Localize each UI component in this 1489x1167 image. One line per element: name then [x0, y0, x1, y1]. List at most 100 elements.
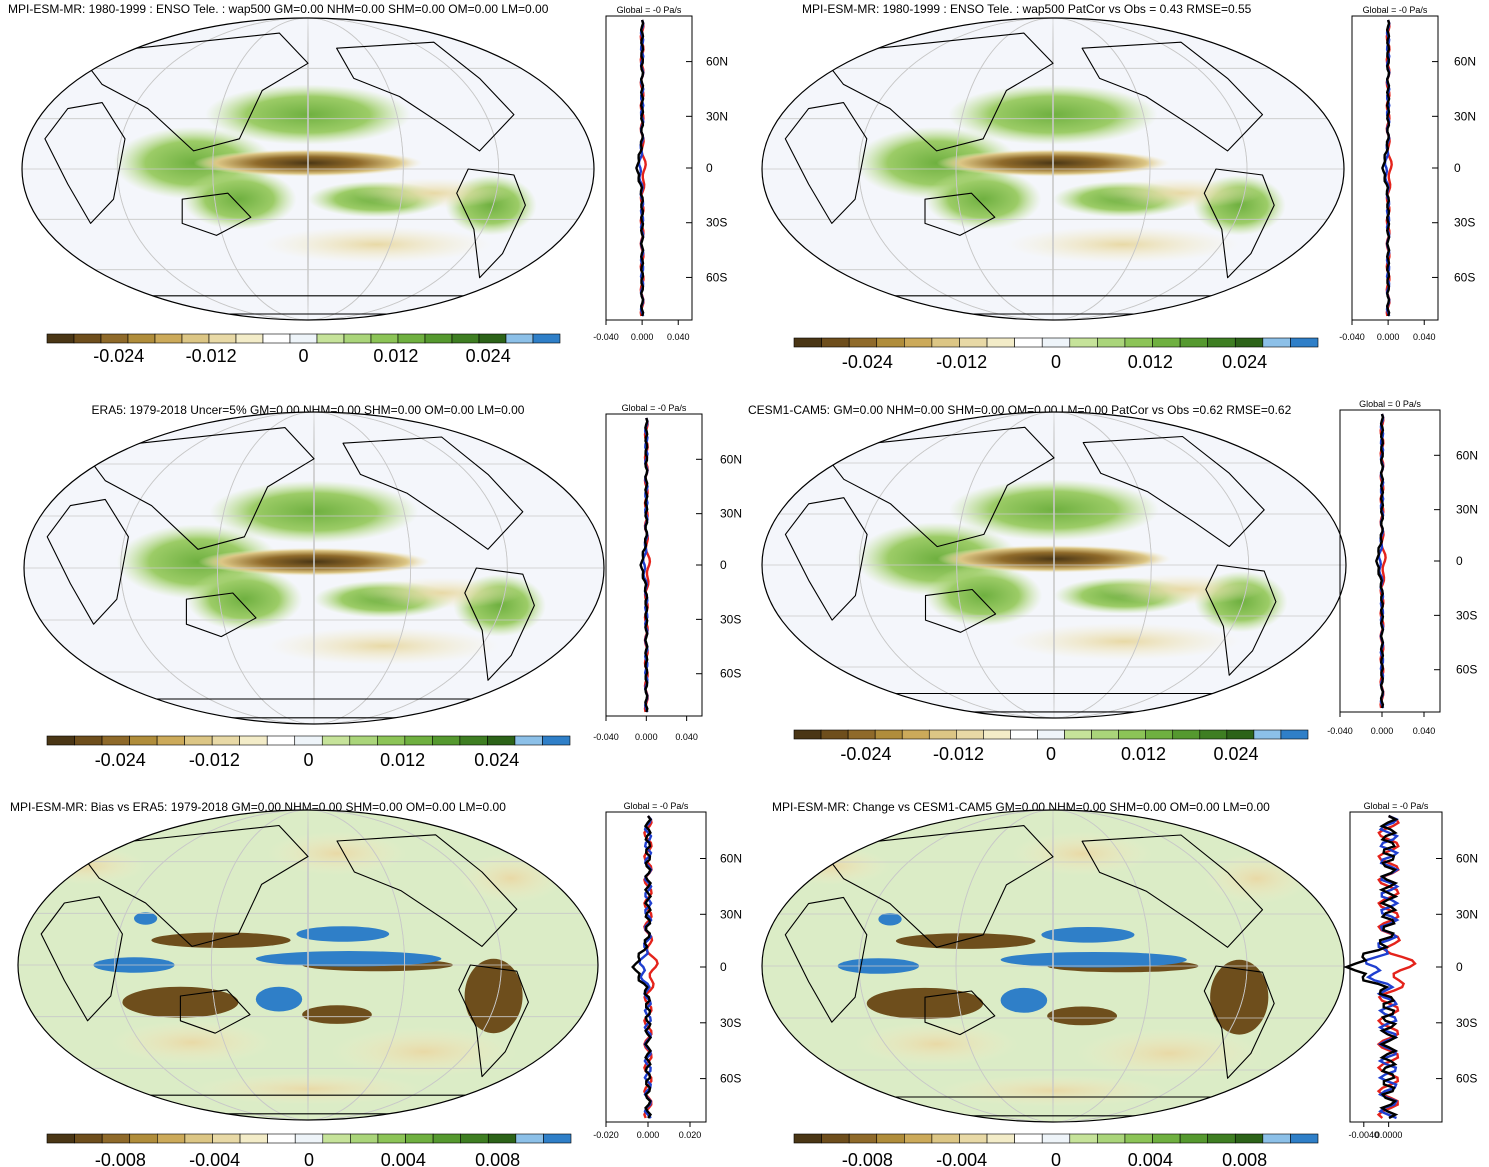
world-map	[761, 411, 1347, 719]
profile-frame	[1349, 811, 1443, 1123]
negative-anomaly-tongue	[198, 547, 430, 576]
colorbar-swatch	[1118, 729, 1146, 740]
colorbar-label: -0.008	[95, 1150, 146, 1167]
colorbar-swatch	[101, 1133, 131, 1144]
colorbar-swatch	[1152, 1133, 1181, 1144]
negative-bias-patch	[464, 958, 523, 1034]
colorbar-label: -0.024	[842, 352, 893, 372]
profile-x-label: -0.040	[593, 332, 619, 342]
tan-patch	[331, 1027, 517, 1077]
panel-title: MPI-ESM-MR: Bias vs ERA5: 1979-2018 GM=0…	[10, 800, 506, 814]
colorbar-label: 0.012	[380, 750, 425, 770]
colorbar-swatch	[46, 1133, 75, 1144]
colorbar-swatch	[931, 337, 960, 348]
longitude-gridline	[1053, 412, 1055, 718]
colorbar-swatch	[1234, 1133, 1264, 1144]
positive-bias-patch	[134, 912, 158, 925]
colorbar-label: -0.024	[93, 346, 144, 366]
tan-patch	[360, 577, 523, 609]
longitude-gridline	[210, 810, 406, 1120]
colorbar-label: 0.008	[475, 1150, 520, 1167]
lat-label: 30N	[1454, 109, 1476, 123]
continent-outline	[924, 990, 996, 1036]
continent-outline	[924, 588, 997, 633]
colorbar-swatch	[1280, 729, 1309, 740]
negative-anomaly-tongue	[936, 149, 1170, 177]
colorbar-swatch	[986, 1133, 1015, 1144]
continent-outline	[342, 436, 524, 550]
negative-bias-patch	[1210, 959, 1269, 1035]
colorbar-label: -0.024	[840, 744, 891, 764]
longitude-gridline	[313, 412, 315, 724]
colorbar-swatch	[901, 729, 930, 740]
longitude-gridline	[955, 18, 1151, 320]
colorbar-swatch	[432, 1133, 461, 1144]
colorbar-swatch	[532, 333, 561, 344]
tan-patch	[29, 847, 146, 885]
continent-outline	[819, 32, 1054, 152]
continent-outline	[784, 102, 868, 224]
colorbar-swatch	[397, 333, 426, 344]
longitude-gridline	[858, 18, 1248, 320]
black-profile-line	[631, 815, 653, 1119]
colorbar-swatch	[876, 1133, 905, 1144]
colorbar-swatch	[956, 729, 984, 740]
world-map	[23, 411, 605, 725]
colorbar-swatch	[350, 1133, 379, 1144]
colorbar-swatch	[405, 1133, 434, 1144]
continent-outline	[44, 102, 126, 224]
colorbar-swatch	[73, 333, 102, 344]
continent-outline	[464, 567, 535, 681]
profile-frame	[1351, 15, 1439, 321]
colorbar-swatch	[154, 333, 183, 344]
zonal-profile: Global = -0 Pa/s 60N 30N 0 30S 60S -0.040 0.000…	[593, 403, 742, 742]
negative-anomaly-tongue	[193, 149, 423, 177]
colorbar-swatch	[1124, 1133, 1153, 1144]
red-profile-line	[643, 815, 659, 1119]
continent-outline	[336, 834, 518, 947]
colorbar-swatch	[181, 333, 210, 344]
colorbar-swatch	[127, 333, 156, 344]
map-field	[24, 412, 604, 724]
map-border	[17, 809, 599, 1121]
colorbar-label: 0	[303, 750, 313, 770]
colorbar-swatch	[157, 1133, 186, 1144]
colorbar-swatch	[959, 1133, 988, 1144]
colorbar-swatch	[289, 333, 318, 344]
longitude-gridline	[955, 810, 1151, 1122]
profile-x-label: 0.000	[635, 732, 658, 742]
longitude-gridline	[858, 810, 1248, 1122]
longitude-gridline	[114, 810, 502, 1120]
map-border	[23, 411, 605, 725]
profile-x-label: 0.000	[631, 332, 654, 342]
lat-label: 30S	[1456, 608, 1477, 622]
positive-anomaly-patch	[948, 479, 1160, 541]
map-field	[762, 18, 1344, 320]
colorbar-swatch	[129, 1133, 158, 1144]
continent-outline	[1203, 965, 1275, 1079]
profile-global-mean: Global = -0 Pa/s	[624, 801, 689, 811]
colorbar-swatch	[1290, 1133, 1319, 1144]
tan-patch	[353, 178, 514, 209]
colorbar-swatch	[377, 1133, 406, 1144]
profile-frame	[1339, 409, 1441, 713]
continent-outline	[78, 32, 309, 152]
negative-anomaly-tongue	[937, 545, 1171, 573]
positive-anomaly-patch	[182, 169, 297, 230]
colorbar-swatch	[1145, 729, 1174, 740]
positive-anomaly-patch	[948, 84, 1158, 145]
colorbar-label: -0.004	[936, 1150, 987, 1167]
tan-patch	[192, 1073, 424, 1105]
colorbar-label: 0.024	[466, 346, 511, 366]
colorbar-swatch	[793, 337, 822, 348]
positive-anomaly-patch	[209, 480, 419, 544]
colorbar-swatch	[1069, 337, 1098, 348]
lat-label: 0	[706, 161, 713, 175]
lat-label: 60S	[720, 1072, 741, 1086]
colorbar-swatch	[1172, 729, 1201, 740]
panel-4: CESM1-CAM5: GM=0.00 NHM=0.00 SHM=0.00 OM…	[748, 399, 1478, 764]
blue-profile-line	[1364, 814, 1400, 1120]
colorbar-swatch	[1091, 729, 1119, 740]
colorbar-swatch	[821, 337, 850, 348]
colorbar-swatch	[515, 1133, 544, 1144]
